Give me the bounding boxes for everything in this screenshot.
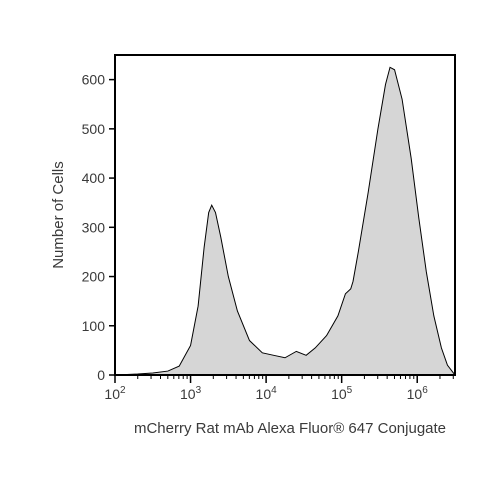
flow-cytometry-histogram: 0 100 200 300 400 500 600 Number of Cells 102 103… xyxy=(0,0,500,500)
y-tick-label: 600 xyxy=(82,72,106,88)
y-tick-label: 100 xyxy=(82,318,106,334)
y-tick-label: 0 xyxy=(97,367,105,383)
x-axis-label: mCherry Rat mAb Alexa Fluor® 647 Conjuga… xyxy=(134,420,446,437)
x-tick-label: 106 xyxy=(407,385,429,402)
histogram-area xyxy=(115,67,455,375)
x-tick-label: 102 xyxy=(104,385,126,402)
y-tick-label: 200 xyxy=(82,269,106,285)
x-tick-label: 105 xyxy=(331,385,353,402)
x-tick-label: 104 xyxy=(256,385,278,402)
y-tick-label: 400 xyxy=(82,170,106,186)
y-tick-label: 300 xyxy=(82,219,106,235)
y-axis-label: Number of Cells xyxy=(50,161,67,269)
y-tick-label: 500 xyxy=(82,121,106,137)
x-tick-label: 103 xyxy=(180,385,202,402)
